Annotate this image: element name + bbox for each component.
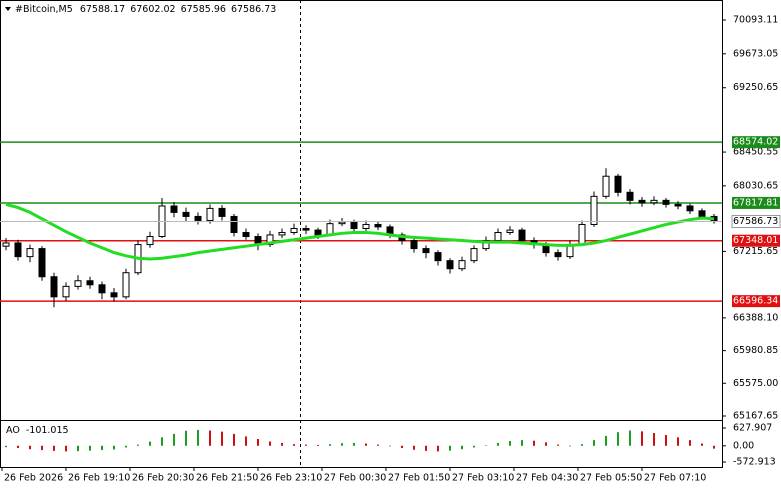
level-label: 67817.81	[733, 197, 778, 208]
candle-body	[470, 248, 478, 262]
candle-body	[350, 221, 358, 229]
y2-tick-label: 627.907	[733, 423, 772, 434]
candle-body	[62, 285, 70, 298]
x-tick-label: 27 Feb 00:30	[324, 473, 386, 484]
candle-body	[494, 232, 502, 242]
candle-body	[686, 205, 694, 212]
candle-body	[674, 203, 682, 207]
x-tick-label: 26 Feb 23:10	[260, 473, 322, 484]
x-tick-label: 26 Feb 2026	[4, 473, 63, 484]
candle-body	[422, 248, 430, 254]
y-tick-label: 65575.00	[733, 378, 778, 389]
x-tick-label: 26 Feb 21:50	[196, 473, 258, 484]
level-label: 66596.34	[733, 296, 778, 307]
candle-body	[578, 223, 586, 246]
candle-body	[26, 248, 34, 258]
candle-body	[122, 272, 130, 298]
y-tick-label: 67215.65	[733, 246, 778, 257]
x-tick-label: 26 Feb 20:30	[132, 473, 194, 484]
candle-body	[338, 221, 346, 225]
candle-body	[446, 260, 454, 270]
candle-body	[506, 229, 514, 234]
candle-body	[602, 175, 610, 197]
candle-body	[518, 229, 526, 242]
plot-frame	[0, 0, 723, 468]
candle-body	[650, 199, 658, 204]
level-label-box	[732, 136, 780, 149]
header-high: 67602.02	[130, 4, 175, 15]
chart-header: #Bitcoin,M5 67588.17 67602.02 67585.96 6…	[15, 4, 276, 15]
header-arrow	[5, 7, 11, 11]
level-label: 67348.01	[733, 235, 778, 246]
candle-body	[434, 252, 442, 262]
level-label-box	[732, 234, 780, 247]
x-tick-label: 27 Feb 04:30	[516, 473, 578, 484]
y-tick-label: 66388.10	[733, 312, 778, 323]
candle-body	[266, 234, 274, 246]
ao-name: AO	[6, 425, 20, 436]
x-tick-label: 27 Feb 03:10	[452, 473, 514, 484]
moving-average	[5, 202, 715, 261]
candle-body	[110, 292, 118, 298]
candle-body	[638, 199, 646, 204]
level-label: 68574.02	[733, 137, 778, 148]
level-label-box	[732, 196, 780, 209]
candle-body	[242, 232, 250, 238]
candle-body	[170, 205, 178, 213]
y2-tick-label: 0.00	[733, 440, 754, 451]
header-open: 67588.17	[80, 4, 125, 15]
candle-body	[230, 215, 238, 234]
candle-body	[458, 260, 466, 270]
candle-body	[554, 252, 562, 258]
y-tick-label: 68450.55	[733, 147, 778, 158]
candle-body	[314, 229, 322, 236]
header-close: 67586.73	[231, 4, 276, 15]
candle-body	[182, 211, 190, 217]
x-tick-label: 27 Feb 05:50	[580, 473, 642, 484]
candle-body	[98, 284, 106, 294]
candle-body	[278, 232, 286, 236]
current-price-box	[731, 215, 781, 229]
candle-body	[374, 223, 382, 228]
candle-body	[590, 195, 598, 225]
candle-body	[482, 240, 490, 250]
candle-body	[14, 242, 22, 258]
candle-body	[194, 215, 202, 221]
y-tick-label: 65980.85	[733, 345, 778, 356]
candle-body	[626, 191, 634, 201]
candle-body	[2, 242, 10, 247]
x-tick-label: 27 Feb 07:10	[644, 473, 706, 484]
current-price-label: 67586.73	[733, 216, 778, 227]
y-tick-label: 69673.05	[733, 48, 778, 59]
ao-header: AO -101.015	[6, 425, 69, 436]
x-tick-label: 27 Feb 01:50	[388, 473, 450, 484]
symbol: #Bitcoin,M5	[15, 4, 73, 15]
y-tick-label: 69250.65	[733, 82, 778, 93]
y-tick-label: 65167.65	[733, 411, 778, 422]
y-tick-label: 68030.65	[733, 180, 778, 191]
candle-body	[146, 236, 154, 246]
candle-body	[74, 280, 82, 287]
candle-body	[38, 248, 46, 278]
candle-body	[362, 223, 370, 229]
header-low: 67585.96	[181, 4, 226, 15]
candle-body	[290, 227, 298, 234]
x-tick-label: 26 Feb 19:10	[68, 473, 130, 484]
level-label-box	[732, 295, 780, 308]
candle-body	[662, 199, 670, 205]
candle-body	[698, 210, 706, 217]
candle-body	[614, 175, 622, 193]
candle-body	[218, 207, 226, 217]
y-tick-label: 70093.11	[733, 15, 778, 26]
candle-body	[86, 280, 94, 286]
y2-tick-label: -572.913	[733, 457, 776, 468]
candle-body	[302, 227, 310, 231]
candle-body	[410, 240, 418, 250]
candle-body	[206, 207, 214, 221]
candle-body	[50, 276, 58, 298]
ao-last: -101.015	[26, 425, 69, 436]
